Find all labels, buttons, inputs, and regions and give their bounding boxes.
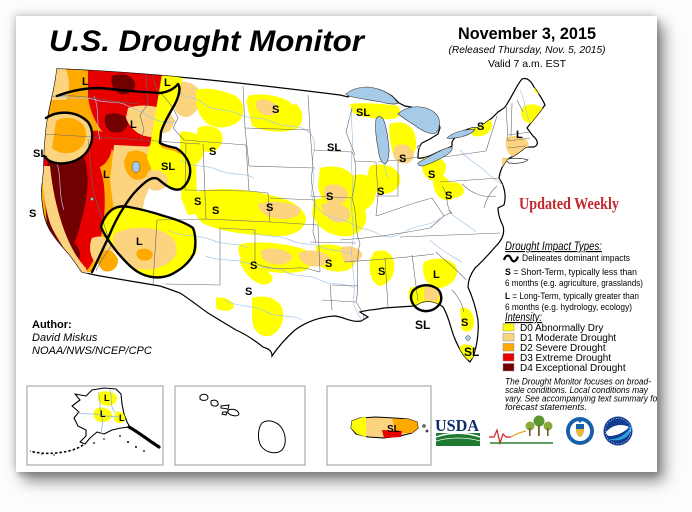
svg-text:Author:: Author: xyxy=(32,319,72,331)
svg-text:S: S xyxy=(245,286,252,298)
svg-text:S: S xyxy=(477,121,484,133)
svg-text:Delineates dominant impacts: Delineates dominant impacts xyxy=(522,253,630,264)
svg-text:S: S xyxy=(29,208,36,220)
svg-text:November 3, 2015: November 3, 2015 xyxy=(458,25,596,43)
svg-text:L: L xyxy=(164,77,171,89)
svg-text:L: L xyxy=(136,236,143,248)
svg-text:forecast statements.: forecast statements. xyxy=(505,402,587,412)
svg-text:S: S xyxy=(326,191,333,203)
svg-text:L: L xyxy=(104,393,110,403)
svg-text:David Miskus: David Miskus xyxy=(32,332,98,344)
svg-text:S: S xyxy=(209,146,216,158)
svg-text:SL: SL xyxy=(356,107,370,119)
svg-text:SL: SL xyxy=(387,424,400,435)
svg-text:L: L xyxy=(100,409,106,419)
svg-text:S: S xyxy=(272,104,279,116)
svg-text:L: L xyxy=(516,129,523,141)
svg-text:vary. See accompanying text su: vary. See accompanying text summary for xyxy=(505,394,657,404)
svg-text:S: S xyxy=(428,169,435,181)
svg-text:6 months (e.g. hydrology, ecol: 6 months (e.g. hydrology, ecology) xyxy=(505,302,632,313)
svg-text:L: L xyxy=(433,269,440,281)
svg-text:SL: SL xyxy=(33,148,47,160)
svg-text:D4 Exceptional Drought: D4 Exceptional Drought xyxy=(520,363,626,374)
svg-text:S: S xyxy=(266,202,273,214)
svg-text:S: S xyxy=(212,205,219,217)
svg-text:L: L xyxy=(82,76,89,88)
svg-text:L: L xyxy=(103,169,110,181)
svg-text:Valid 7 a.m. EST: Valid 7 a.m. EST xyxy=(488,58,567,70)
svg-text:S: S xyxy=(378,266,385,278)
svg-text:L = Long-Term, typically great: L = Long-Term, typically greater than xyxy=(505,291,639,302)
svg-text:S: S xyxy=(445,190,452,202)
svg-text:S: S xyxy=(250,260,257,272)
svg-text:D1 Moderate Drought: D1 Moderate Drought xyxy=(520,333,616,344)
svg-text:scale conditions. Local condit: scale conditions. Local conditions may xyxy=(505,385,648,395)
svg-text:L: L xyxy=(119,413,125,423)
svg-text:Intensity:: Intensity: xyxy=(505,312,542,324)
svg-text:SL: SL xyxy=(464,345,479,359)
svg-text:Drought Impact Types:: Drought Impact Types: xyxy=(505,241,602,253)
svg-text:SL: SL xyxy=(327,142,341,154)
svg-text:The Drought Monitor focuses on: The Drought Monitor focuses on broad- xyxy=(505,377,651,387)
svg-text:SL: SL xyxy=(415,318,430,332)
svg-text:SL: SL xyxy=(161,161,175,173)
svg-text:D3 Extreme Drought: D3 Extreme Drought xyxy=(520,353,611,364)
svg-text:S = Short-Term, typically less: S = Short-Term, typically less than xyxy=(505,267,637,278)
svg-text:S: S xyxy=(377,186,384,198)
svg-text:S: S xyxy=(461,317,468,329)
svg-text:D0 Abnormally Dry: D0 Abnormally Dry xyxy=(520,323,603,334)
svg-text:U.S. Drought Monitor: U.S. Drought Monitor xyxy=(49,25,366,58)
svg-text:USDA: USDA xyxy=(435,416,480,435)
svg-text:Updated Weekly: Updated Weekly xyxy=(519,194,620,213)
svg-text:D2 Severe Drought: D2 Severe Drought xyxy=(520,343,606,354)
svg-text:(Released Thursday, Nov. 5, 20: (Released Thursday, Nov. 5, 2015) xyxy=(449,44,606,56)
svg-text:S: S xyxy=(399,153,406,165)
svg-text:L: L xyxy=(130,119,137,131)
svg-text:NOAA/NWS/NCEP/CPC: NOAA/NWS/NCEP/CPC xyxy=(32,345,152,357)
svg-text:S: S xyxy=(194,196,201,208)
svg-text:S: S xyxy=(325,258,332,270)
svg-text:6 months (e.g. agriculture, gr: 6 months (e.g. agriculture, grasslands) xyxy=(505,278,643,289)
